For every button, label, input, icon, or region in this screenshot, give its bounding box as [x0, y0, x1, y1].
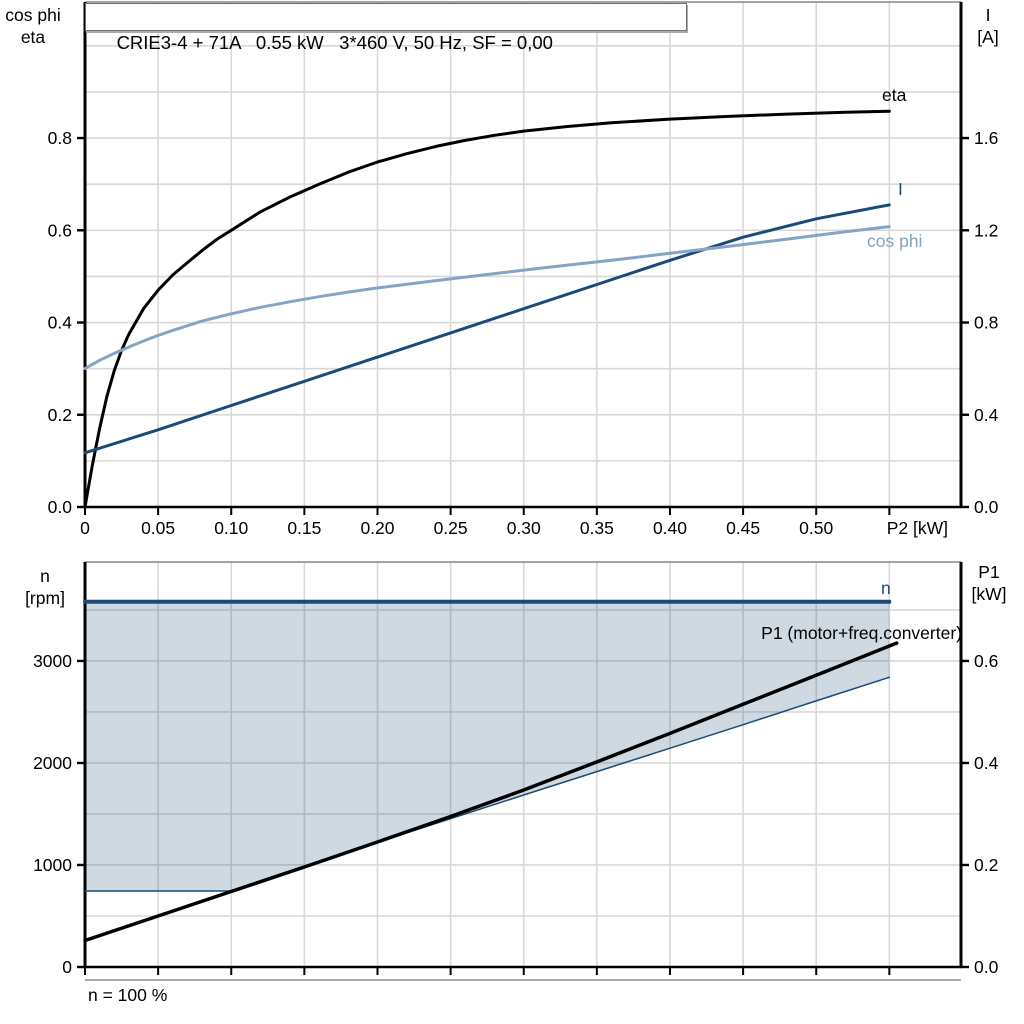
tick-label-left: 0.4: [48, 313, 73, 333]
tick-label-bottom: 0.45: [726, 518, 760, 538]
tick-label-left: 0.2: [48, 405, 72, 425]
operating-range-shade: [85, 601, 890, 891]
curve-label-current: I: [898, 179, 903, 199]
tick-label-bottom: 0.25: [434, 518, 468, 538]
curve-label-p1: P1 (motor+freq.converter): [761, 623, 962, 643]
tick-label-left: 3000: [33, 651, 72, 671]
tick-label-bottom: 0.05: [141, 518, 175, 538]
tick-label-bottom: 0.10: [214, 518, 248, 538]
tick-label-bottom: 0.15: [287, 518, 321, 538]
chart-title: CRIE3-4 + 71A 0.55 kW 3*460 V, 50 Hz, SF…: [116, 32, 553, 53]
tick-label-bottom: 0: [80, 518, 90, 538]
tick-label-left: 2000: [33, 753, 72, 773]
series-i: [83, 203, 891, 455]
axis-title-current-unit: [A]: [977, 27, 999, 47]
tick-label-right: 0.4: [974, 405, 999, 425]
series-eta: [83, 109, 891, 509]
series-cos-phi: [83, 225, 891, 371]
curve-label-n: n: [881, 578, 891, 598]
axis-title-p1-unit: [kW]: [971, 584, 1007, 604]
tick-label-left: 1000: [33, 855, 72, 875]
chart-title-box: CRIE3-4 + 71A 0.55 kW 3*460 V, 50 Hz, SF…: [85, 3, 687, 53]
tick-label-right: 1.2: [974, 220, 998, 240]
tick-label-right: 0.0: [974, 957, 999, 977]
axis-title-speed-unit: [rpm]: [25, 588, 65, 608]
tick-label-bottom: 0.50: [799, 518, 833, 538]
tick-label-bottom: 0.20: [360, 518, 394, 538]
tick-label-right: 0.6: [974, 651, 998, 671]
top-left-axis-title: cos phi eta: [4, 4, 62, 48]
tick-label-left: 0.6: [48, 220, 72, 240]
axis-title-cos-phi: cos phi: [5, 5, 61, 25]
tick-label-bottom: 0.30: [507, 518, 541, 538]
tick-label-bottom: 0.35: [580, 518, 614, 538]
speed-footnote: n = 100 %: [88, 985, 168, 1005]
tick-label-right: 0.0: [974, 497, 999, 517]
tick-label-left: 0.0: [48, 497, 73, 517]
bottom-left-axis-title: n [rpm]: [14, 565, 76, 609]
tick-label-right: 0.2: [974, 855, 998, 875]
curve-label-eta: eta: [882, 85, 907, 105]
x-axis-label: P2 [kW]: [887, 518, 948, 538]
axis-title-p1: P1: [978, 562, 1000, 582]
tick-label-right: 1.6: [974, 128, 998, 148]
tick-label-right: 0.8: [974, 313, 998, 333]
top-right-axis-title: I [A]: [964, 4, 1012, 48]
tick-label-left: 0: [62, 957, 72, 977]
curve-label-cos-phi: cos phi: [867, 231, 923, 251]
axis-title-current: I: [985, 5, 991, 25]
axis-title-eta: eta: [20, 27, 46, 47]
tick-label-right: 0.4: [974, 753, 999, 773]
tick-label-left: 0.8: [48, 128, 72, 148]
axis-title-speed: n: [40, 566, 50, 586]
bottom-right-axis-title: P1 [kW]: [962, 561, 1016, 605]
series-p1-motor-freq-converter-: [83, 641, 899, 943]
tick-label-bottom: 0.40: [653, 518, 687, 538]
